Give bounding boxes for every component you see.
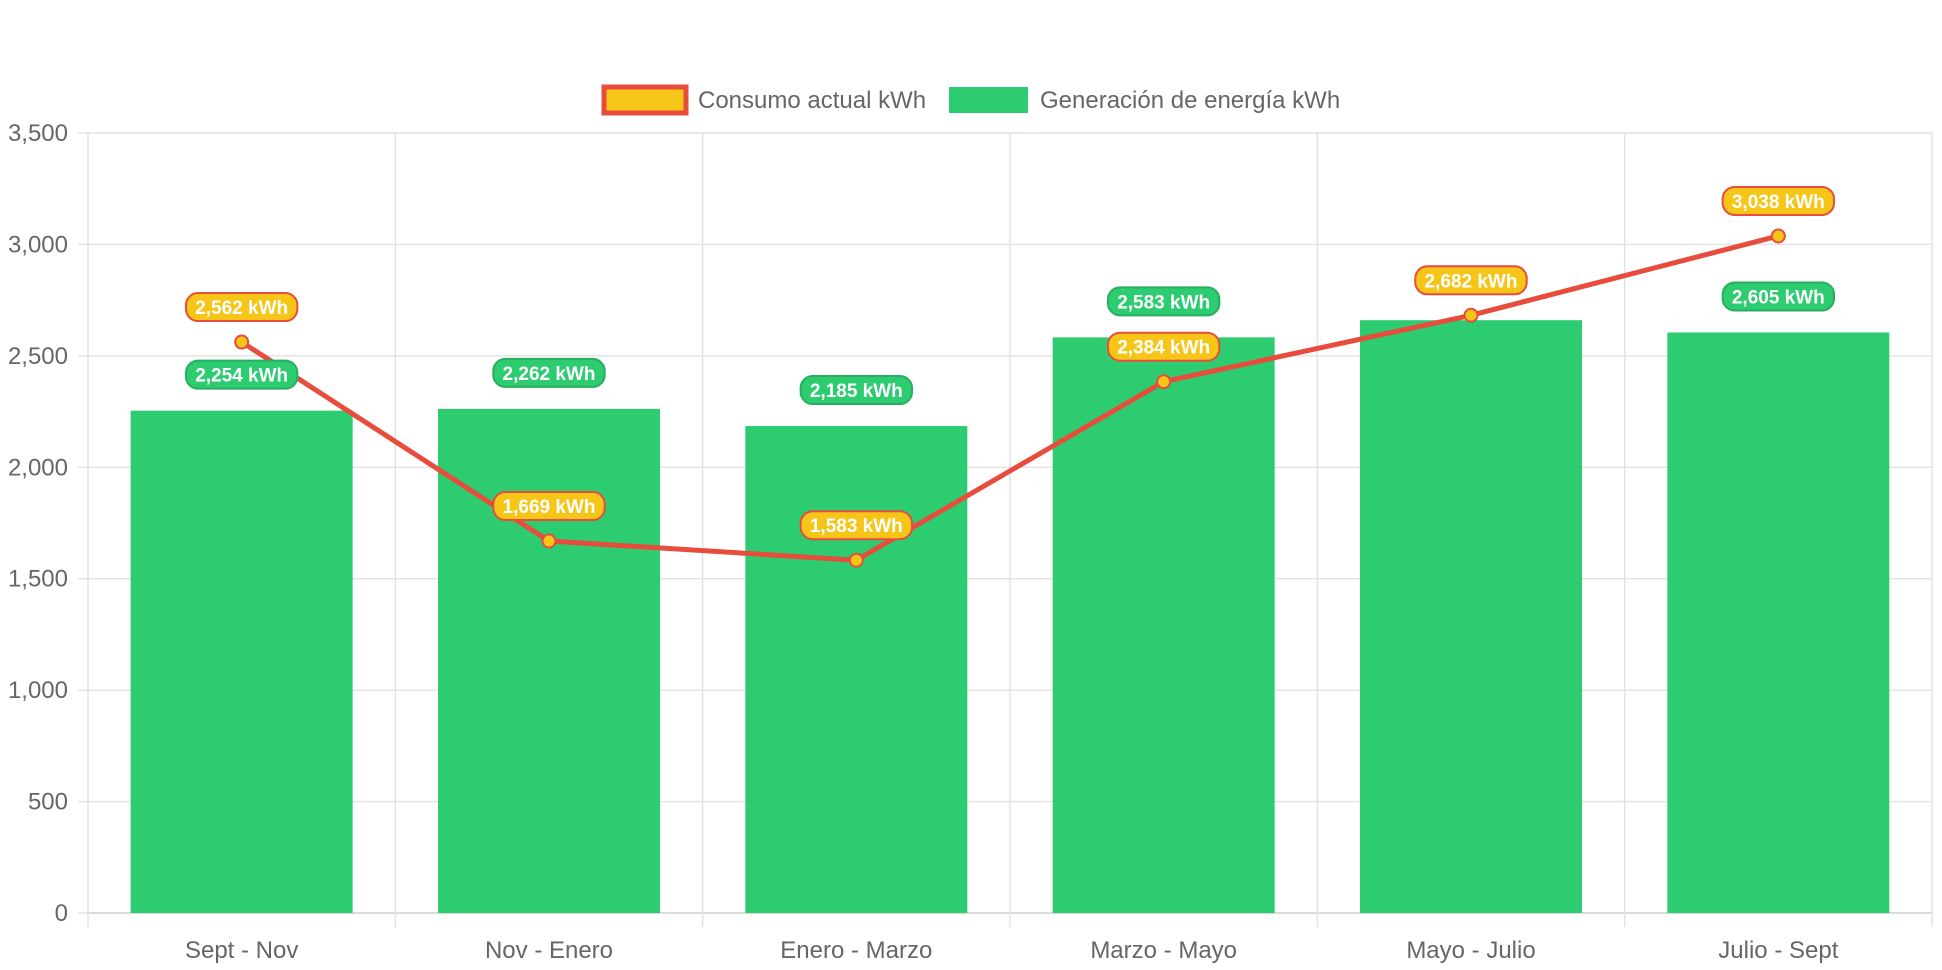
legend-item-consumption[interactable]: Consumo actual kWh [601, 84, 926, 116]
data-label: 3,038 kWh [1721, 185, 1836, 216]
y-tick-label: 3,000 [8, 231, 68, 258]
data-label: 2,682 kWh [1414, 265, 1528, 296]
axes: 0 500 1,000 1,500 2,000 2,500 3,000 3,500 Sept -… [8, 120, 1839, 964]
data-label-text: 2,254 kWh [195, 366, 288, 387]
data-label-text: 3,038 kWh [1732, 192, 1825, 213]
line-point [848, 552, 864, 568]
x-tick-label: Enero - Marzo [780, 937, 932, 964]
bar [1052, 337, 1275, 913]
data-label-badge [1721, 281, 1836, 312]
data-label: 2,384 kWh [1106, 331, 1221, 362]
data-label: 2,185 kWh [799, 375, 914, 406]
data-label-text: 2,185 kWh [810, 381, 903, 402]
data-label-text: 2,384 kWh [1117, 338, 1210, 359]
y-tick-label: 2,500 [8, 343, 68, 370]
y-tick-label: 1,500 [8, 566, 68, 593]
y-tick-label: 2,000 [8, 454, 68, 481]
data-label-badge [492, 357, 606, 388]
data-label-badge [1414, 265, 1528, 296]
data-label: 2,583 kWh [1106, 286, 1221, 317]
bar [130, 410, 353, 913]
y-tick-label: 0 [55, 900, 68, 927]
legend-swatch-consumption [601, 84, 689, 116]
data-label-badge [799, 510, 914, 541]
data-label-text: 2,562 kWh [195, 298, 288, 319]
data-label-text: 2,583 kWh [1117, 292, 1210, 313]
x-tick-label: Sept - Nov [185, 937, 298, 964]
data-label-badge [1106, 331, 1221, 362]
data-label-text: 1,583 kWh [810, 516, 903, 537]
bar [1360, 320, 1582, 913]
y-tick-label: 1,000 [8, 677, 68, 704]
legend-item-generation[interactable]: Generación de energía kWh [949, 87, 1340, 114]
x-tick-label: Nov - Enero [485, 937, 613, 964]
data-label: 2,254 kWh [184, 359, 299, 390]
line-point [1156, 374, 1172, 390]
data-label-badge [1721, 185, 1836, 216]
line-point [1770, 228, 1786, 244]
data-label-badge [184, 292, 299, 323]
data-label-text: 2,262 kWh [503, 364, 596, 385]
data-label: 2,562 kWh [184, 292, 299, 323]
x-tick-label: Marzo - Mayo [1090, 937, 1237, 964]
data-label-badge [799, 375, 914, 406]
legend-swatch-generation [949, 87, 1028, 113]
bar [745, 426, 968, 913]
data-label-text: 2,682 kWh [1425, 271, 1518, 292]
x-tick-label: Julio - Sept [1718, 937, 1838, 964]
data-label-badge [492, 491, 606, 522]
line-point [541, 533, 557, 549]
legend-label-generation: Generación de energía kWh [1040, 87, 1340, 114]
data-label-badge [184, 359, 299, 390]
data-label: 1,583 kWh [799, 510, 914, 541]
line-point [1463, 307, 1479, 323]
data-label: 2,262 kWh [492, 357, 606, 388]
data-label-text: 2,605 kWh [1732, 287, 1825, 308]
legend[interactable]: Consumo actual kWh Generación de energía … [601, 84, 1340, 116]
data-label: 2,605 kWh [1721, 281, 1836, 312]
line-point [234, 334, 250, 350]
x-tick-label: Mayo - Julio [1406, 937, 1535, 964]
data-label-badge [1106, 286, 1221, 317]
bar [1667, 332, 1890, 913]
grid-lines [78, 132, 1933, 927]
y-tick-label: 3,500 [8, 120, 68, 147]
data-label-text: 1,669 kWh [503, 497, 596, 518]
legend-label-consumption: Consumo actual kWh [698, 87, 926, 114]
data-label: 1,669 kWh [492, 491, 606, 522]
y-tick-label: 500 [28, 789, 68, 816]
data-labels: 2,254 kWh 2,262 kWh 2,185 kWh 2,583 kWh 2,60… [184, 185, 1836, 541]
bar [438, 408, 660, 913]
